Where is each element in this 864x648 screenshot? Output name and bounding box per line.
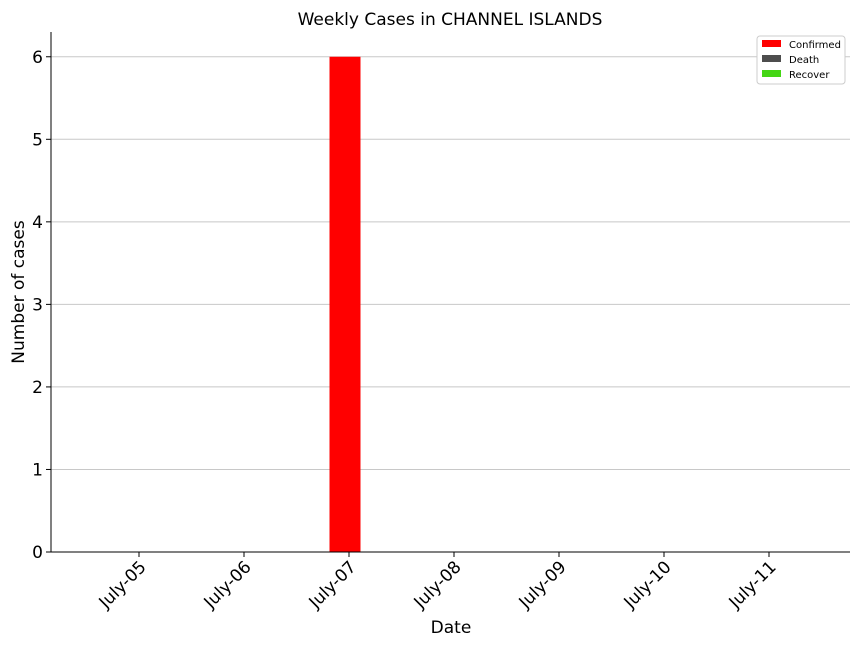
chart-title: Weekly Cases in CHANNEL ISLANDS [298,10,603,30]
bar-confirmed [329,56,361,553]
y-ticks: 0 1 2 3 4 5 6 [32,48,51,563]
legend-label-death: Death [789,55,819,66]
x-ticks: July-05 July-06 July-07 July-08 July-09 July-… [95,552,781,613]
x-tick-label: July-10 [620,557,676,613]
x-tick-label: July-11 [725,557,781,613]
y-tick-label: 0 [32,543,43,563]
y-axis-label: Number of cases [9,220,29,364]
x-tick-label: July-05 [95,557,151,613]
legend-label-recover: Recover [789,70,830,81]
legend-swatch-death [762,55,781,62]
bars [329,56,361,553]
x-axis-label: Date [431,618,472,638]
legend: Confirmed Death Recover [756,35,846,85]
legend-swatch-confirmed [762,40,781,47]
y-tick-label: 3 [32,295,43,315]
gridlines [51,56,850,470]
legend-label-confirmed: Confirmed [789,40,841,51]
y-tick-label: 2 [32,378,43,398]
y-tick-label: 6 [32,48,43,68]
x-tick-label: July-08 [410,557,466,613]
x-tick-label: July-07 [305,557,361,613]
x-tick-label: July-09 [515,557,571,613]
x-tick-label: July-06 [200,557,256,613]
y-tick-label: 5 [32,130,43,150]
legend-swatch-recover [762,70,781,77]
y-tick-label: 1 [32,460,43,480]
y-tick-label: 4 [32,213,43,233]
